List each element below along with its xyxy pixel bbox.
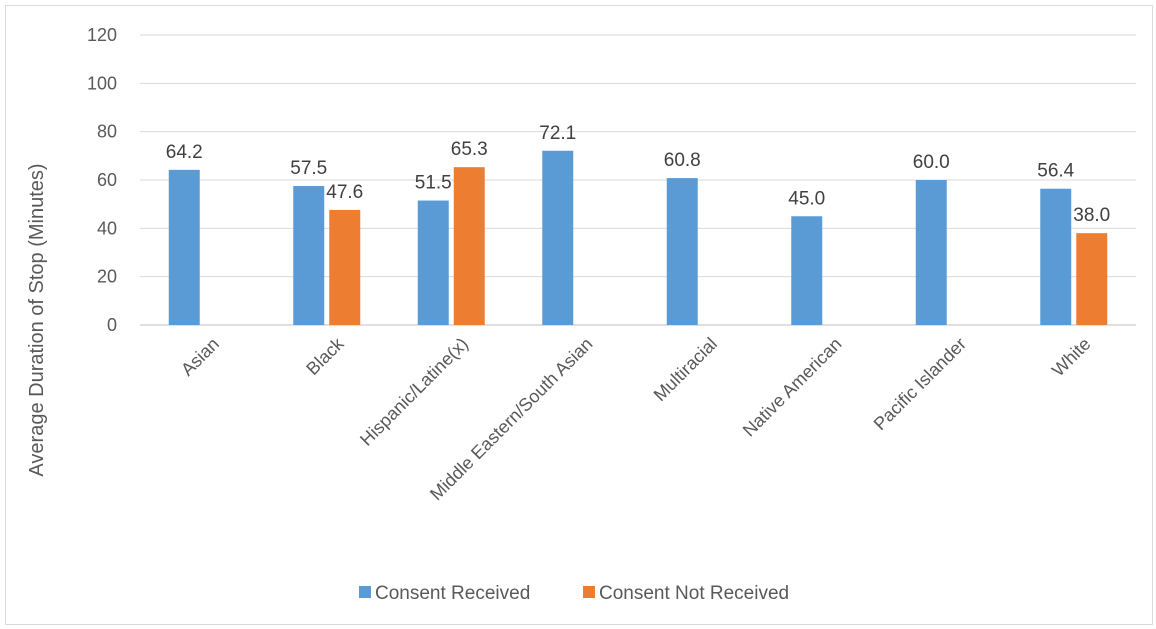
bar-consent-not-received (453, 167, 485, 325)
data-label: 64.2 (166, 142, 203, 163)
data-label: 60.0 (913, 152, 950, 173)
x-tick-label: Multiracial (650, 334, 721, 405)
data-labels: 64.2 57.5 47.6 51.5 65.3 72.1 60.8 45.0 60.0 56.4… (166, 123, 1110, 226)
legend-swatch (359, 586, 371, 598)
data-label: 60.8 (664, 150, 701, 171)
bar-consent-received (542, 150, 574, 325)
bar-consent-not-received (1076, 233, 1108, 325)
data-label: 47.6 (326, 182, 363, 203)
x-axis-ticks: Asian Black Hispanic/Latine(x)Middle Easte… (177, 333, 1094, 504)
legend-swatch (583, 586, 595, 598)
y-tick-label: 120 (87, 25, 117, 45)
y-tick-label: 40 (97, 218, 117, 238)
y-tick-label: 60 (97, 170, 117, 190)
y-tick-label: 80 (97, 122, 117, 142)
bar-consent-received (1040, 188, 1072, 325)
y-tick-label: 100 (87, 73, 117, 93)
bars (168, 150, 1108, 325)
data-label: 38.0 (1073, 205, 1110, 226)
data-label: 72.1 (539, 123, 576, 144)
data-label: 45.0 (788, 188, 825, 209)
x-tick-label: Asian (177, 334, 223, 380)
legend-label: Consent Not Received (599, 583, 789, 604)
x-tick-label: White (1048, 334, 1095, 381)
x-tick-label: Black (302, 333, 348, 379)
data-label: 56.4 (1037, 161, 1074, 182)
y-tick-label: 0 (107, 315, 117, 335)
data-label: 65.3 (451, 139, 488, 160)
data-label: 51.5 (415, 173, 452, 194)
legend: Consent Received Consent Not Received (359, 583, 789, 604)
legend-label: Consent Received (375, 583, 530, 604)
bar-consent-not-received (329, 209, 361, 325)
bar-consent-received (791, 216, 823, 325)
gridlines (140, 34, 1136, 326)
x-tick-label: Native American (739, 334, 846, 441)
data-label: 57.5 (290, 158, 327, 179)
y-axis-ticks: 0 20 40 60 80 100 120 (87, 25, 117, 335)
y-axis-title: Average Duration of Stop (Minutes) (26, 163, 48, 476)
bar-consent-received (168, 169, 200, 325)
bar-consent-received (417, 200, 449, 325)
bar-consent-received (293, 186, 325, 325)
x-tick-label: Pacific Islander (870, 334, 970, 434)
y-tick-label: 20 (97, 267, 117, 287)
x-tick-label: Hispanic/Latine(x) (356, 334, 472, 450)
bar-consent-received (666, 178, 698, 325)
bar-consent-received (915, 180, 947, 325)
